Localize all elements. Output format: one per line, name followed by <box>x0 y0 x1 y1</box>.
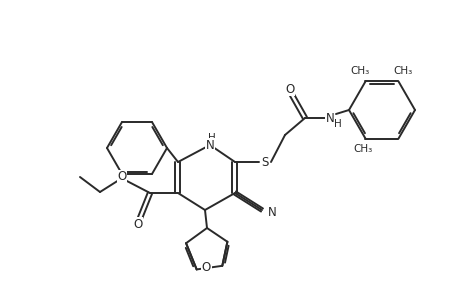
Text: N: N <box>325 112 334 124</box>
Text: S: S <box>261 155 268 169</box>
Text: CH₃: CH₃ <box>353 144 372 154</box>
Text: N: N <box>268 206 276 218</box>
Text: O: O <box>285 82 294 95</box>
Text: O: O <box>133 218 142 230</box>
Text: H: H <box>333 119 341 129</box>
Text: O: O <box>202 261 211 274</box>
Text: H: H <box>207 133 215 143</box>
Text: N: N <box>205 139 214 152</box>
Text: CH₃: CH₃ <box>393 66 412 76</box>
Text: CH₃: CH₃ <box>350 66 369 76</box>
Text: O: O <box>117 170 126 184</box>
